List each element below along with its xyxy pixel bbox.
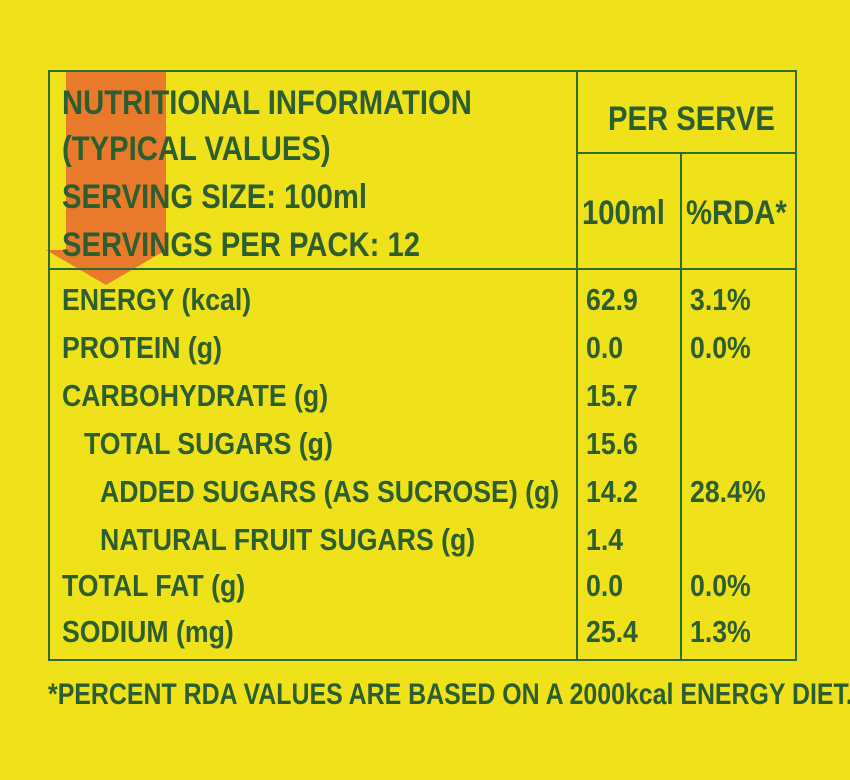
nutrient-value: 14.2 [586,474,638,509]
nutrient-label: TOTAL FAT (g) [62,568,246,603]
divider [576,72,578,661]
nutrient-value: 15.6 [586,426,638,461]
header-line: SERVINGS PER PACK: 12 [62,226,421,264]
nutrient-value: 0.0 [586,568,624,603]
nutrient-label: CARBOHYDRATE (g) [62,378,329,413]
per-serve-header: PER SERVE [608,100,775,138]
nutrient-label: NATURAL FRUIT SUGARS (g) [100,522,476,557]
nutrient-value: 15.7 [586,378,638,413]
header-line: SERVING SIZE: 100ml [62,178,367,216]
nutrient-rda: 28.4% [690,474,766,509]
nutrient-label: TOTAL SUGARS (g) [84,426,333,461]
nutrient-label: SODIUM (mg) [62,614,234,649]
nutrient-label: ADDED SUGARS (AS SUCROSE) (g) [100,474,560,509]
nutrient-value: 1.4 [586,522,624,557]
footnote: *PERCENT RDA VALUES ARE BASED ON A 2000k… [48,678,850,711]
nutrient-value: 62.9 [586,282,638,317]
divider [50,268,797,270]
nutrient-value: 0.0 [586,330,624,365]
nutrient-rda: 0.0% [690,568,751,603]
header-line: NUTRITIONAL INFORMATION [62,84,472,122]
nutrient-label: PROTEIN (g) [62,330,222,365]
header-line: (TYPICAL VALUES) [62,130,331,168]
col-header-100ml: 100ml [582,194,665,232]
divider [680,154,682,661]
nutrition-panel: NUTRITIONAL INFORMATION (TYPICAL VALUES)… [48,70,797,661]
nutrient-value: 25.4 [586,614,638,649]
divider [576,152,797,154]
nutrient-rda: 0.0% [690,330,751,365]
nutrient-rda: 3.1% [690,282,751,317]
nutrient-rda: 1.3% [690,614,751,649]
down-arrow-icon [46,70,166,285]
nutrient-label: ENERGY (kcal) [62,282,252,317]
col-header-rda: %RDA* [686,194,787,232]
